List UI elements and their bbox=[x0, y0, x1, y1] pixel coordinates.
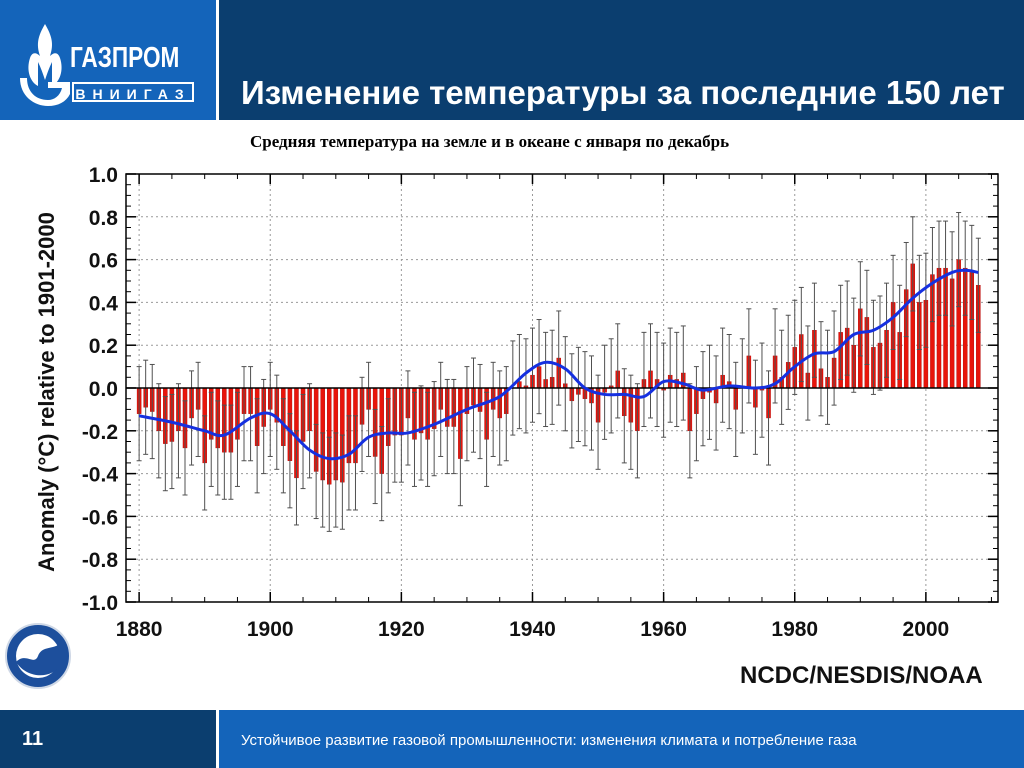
chart-error-bars bbox=[136, 212, 981, 532]
y-tick-label: -0.8 bbox=[82, 549, 119, 572]
x-tick-label: 1880 bbox=[116, 618, 163, 641]
y-tick-label: -0.2 bbox=[82, 421, 118, 444]
footer-caption: Устойчивое развитие газовой промышленнос… bbox=[241, 732, 857, 749]
x-tick-label: 1900 bbox=[247, 618, 294, 641]
footer-divider bbox=[216, 710, 219, 768]
x-tick-label: 1980 bbox=[771, 618, 818, 641]
y-tick-label: -0.6 bbox=[82, 506, 118, 529]
x-tick-label: 1920 bbox=[378, 618, 425, 641]
x-tick-label: 1940 bbox=[509, 618, 556, 641]
y-tick-label: 0.6 bbox=[89, 250, 118, 273]
y-tick-label: 0.2 bbox=[89, 335, 118, 358]
chart-source: NCDC/NESDIS/NOAA bbox=[740, 662, 983, 689]
x-tick-label: 1960 bbox=[640, 618, 687, 641]
logo-wordmark: ГАЗПРОМ bbox=[70, 42, 180, 74]
y-axis-label: Anomaly (°C) relative to 1901-2000 bbox=[34, 212, 59, 572]
footer-caption-panel: Устойчивое развитие газовой промышленнос… bbox=[219, 710, 1024, 768]
axis-ticks: -1.0 -0.8 -0.6 -0.4 -0.2 0.0 0.2 0.4 0.6 0.8 1.0 18… bbox=[82, 164, 998, 641]
y-tick-label: 1.0 bbox=[89, 164, 118, 187]
y-tick-label: 0.4 bbox=[89, 292, 119, 315]
page-number: 11 bbox=[22, 728, 44, 750]
header-bar: Изменение температуры за последние 150 л… bbox=[219, 0, 1024, 120]
y-tick-label: -0.4 bbox=[82, 464, 119, 487]
footer-page-panel: 11 bbox=[0, 710, 216, 768]
page-title: Изменение температуры за последние 150 л… bbox=[241, 74, 1005, 111]
logo-subtitle: ВНИИГАЗ bbox=[72, 82, 194, 102]
x-tick-label: 2000 bbox=[903, 618, 950, 641]
temperature-anomaly-chart: -1.0 -0.8 -0.6 -0.4 -0.2 0.0 0.2 0.4 0.6 0.8 1.0 18… bbox=[34, 164, 999, 641]
smoothed-trend-line bbox=[138, 268, 979, 461]
noaa-logo-icon bbox=[5, 623, 71, 689]
chart-panel: -1.0 -0.8 -0.6 -0.4 -0.2 0.0 0.2 0.4 0.6 0.8 1.0 18… bbox=[0, 122, 1024, 710]
gazprom-flame-icon bbox=[20, 24, 70, 106]
y-tick-label: -1.0 bbox=[82, 592, 118, 615]
y-tick-label: 0.0 bbox=[89, 378, 118, 401]
logo-panel: ГАЗПРОМ ВНИИГАЗ bbox=[0, 0, 219, 120]
chart-title: Средняя температура на земле и в океане … bbox=[250, 132, 730, 151]
y-tick-label: 0.8 bbox=[89, 207, 119, 230]
